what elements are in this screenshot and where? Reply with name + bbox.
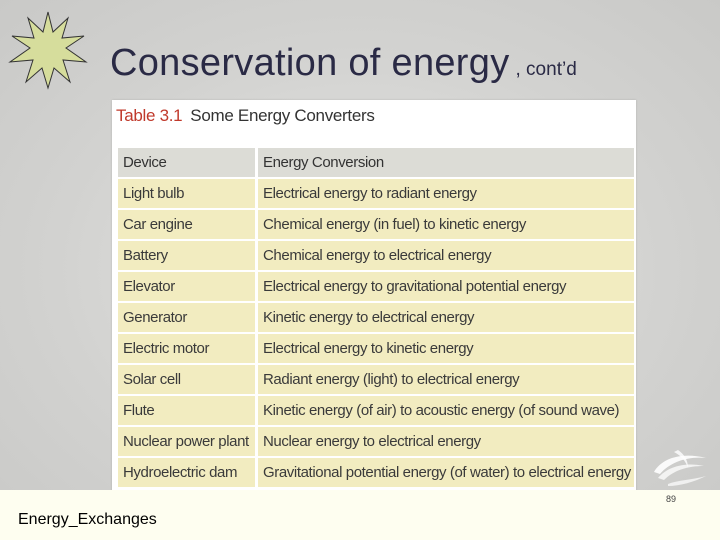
device-cell: Nuclear power plant [118, 427, 255, 456]
table-caption-number: Table 3.1 [116, 106, 183, 125]
table-row: Battery Chemical energy to electrical en… [118, 241, 634, 270]
conversion-cell: Radiant energy (light) to electrical ene… [258, 365, 634, 394]
device-cell: Flute [118, 396, 255, 425]
table-body: Device Energy Conversion Light bulb Elec… [118, 148, 634, 489]
device-cell: Generator [118, 303, 255, 332]
table-row: Light bulb Electrical energy to radiant … [118, 179, 634, 208]
conversion-cell: Kinetic energy to electrical energy [258, 303, 634, 332]
header-energy-conversion: Energy Conversion [258, 148, 634, 177]
table-row: Flute Kinetic energy (of air) to acousti… [118, 396, 634, 425]
slide-footer: Energy_Exchanges 89 [0, 490, 720, 540]
table-row: Solar cell Radiant energy (light) to ele… [118, 365, 634, 394]
device-cell: Elevator [118, 272, 255, 301]
page-number: 89 [666, 494, 677, 504]
table-caption: Table 3.1 Some Energy Converters [116, 106, 375, 126]
swirl-logo-icon [654, 450, 706, 486]
starburst-icon [8, 11, 88, 90]
conversion-cell: Nuclear energy to electrical energy [258, 427, 634, 456]
table-row: Generator Kinetic energy to electrical e… [118, 303, 634, 332]
table-row: Hydroelectric dam Gravitational potentia… [118, 458, 634, 487]
conversion-cell: Chemical energy to electrical energy [258, 241, 634, 270]
slide-title: Conservation of energy, cont’d [110, 42, 577, 92]
header-device: Device [118, 148, 255, 177]
conversion-cell: Chemical energy (in fuel) to kinetic ene… [258, 210, 634, 239]
device-cell: Battery [118, 241, 255, 270]
table-row: Electric motor Electrical energy to kine… [118, 334, 634, 363]
table-row: Elevator Electrical energy to gravitatio… [118, 272, 634, 301]
table-row: Car engine Chemical energy (in fuel) to … [118, 210, 634, 239]
conversion-cell: Electrical energy to gravitational poten… [258, 272, 634, 301]
device-cell: Solar cell [118, 365, 255, 394]
conversion-cell: Gravitational potential energy (of water… [258, 458, 634, 487]
table-caption-text: Some Energy Converters [190, 106, 375, 125]
conversion-cell: Electrical energy to kinetic energy [258, 334, 634, 363]
conversion-cell: Electrical energy to radiant energy [258, 179, 634, 208]
table-header-row: Device Energy Conversion [118, 148, 634, 177]
footer-label: Energy_Exchanges [18, 511, 157, 528]
energy-converters-table: Table 3.1 Some Energy Converters Device E… [112, 100, 636, 492]
device-cell: Electric motor [118, 334, 255, 363]
device-cell: Hydroelectric dam [118, 458, 255, 487]
slide-title-sub: , cont’d [515, 59, 577, 80]
conversion-cell: Kinetic energy (of air) to acoustic ener… [258, 396, 634, 425]
table-row: Nuclear power plant Nuclear energy to el… [118, 427, 634, 456]
device-cell: Car engine [118, 210, 255, 239]
slide-title-main: Conservation of energy [110, 42, 510, 84]
device-cell: Light bulb [118, 179, 255, 208]
